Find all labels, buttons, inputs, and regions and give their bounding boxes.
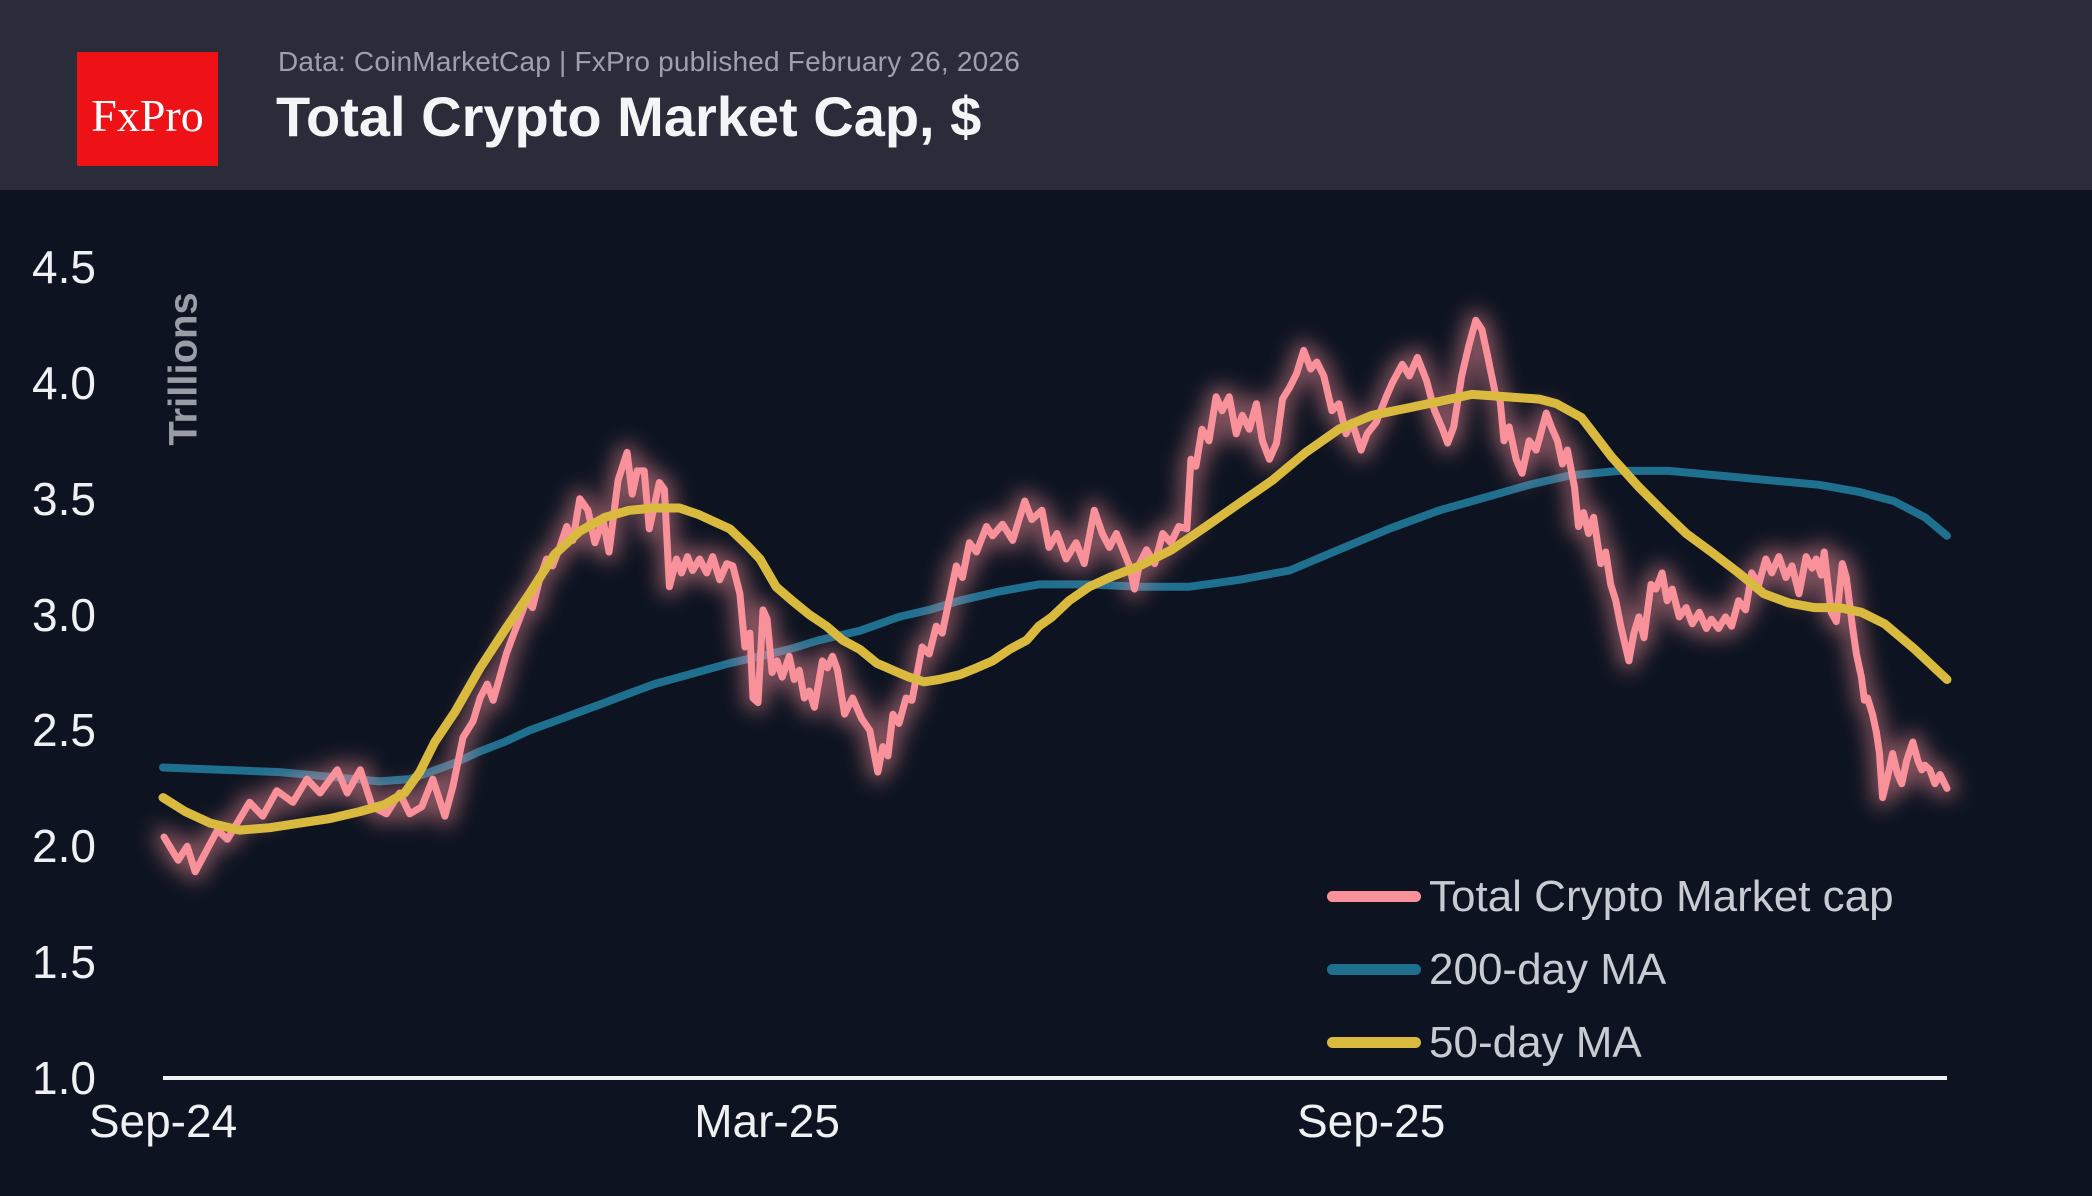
y-tick-label: 4.5 bbox=[32, 241, 96, 293]
legend: Total Crypto Market cap 200-day MA 50-day … bbox=[1327, 860, 1894, 1079]
legend-label: 50-day MA bbox=[1429, 1017, 1642, 1067]
fxpro-logo: FxPro bbox=[77, 52, 218, 166]
legend-swatch-market_cap bbox=[1327, 891, 1421, 902]
y-tick-label: 2.0 bbox=[32, 820, 96, 873]
y-tick-label: 2.5 bbox=[32, 704, 96, 757]
y-axis-title: Trillions bbox=[161, 292, 206, 446]
fxpro-logo-text: FxPro bbox=[91, 89, 204, 141]
legend-swatch-ma200 bbox=[1327, 964, 1421, 975]
chart-source-caption: Data: CoinMarketCap | FxPro published Fe… bbox=[278, 46, 1020, 77]
legend-swatch-ma50 bbox=[1327, 1037, 1421, 1048]
x-tick-label: Mar-25 bbox=[694, 1095, 840, 1147]
x-tick-label: Sep-25 bbox=[1296, 1095, 1446, 1147]
legend-item: Total Crypto Market cap bbox=[1327, 860, 1894, 933]
series-line-ma50 bbox=[158, 389, 1952, 835]
legend-item: 200-day MA bbox=[1327, 933, 1894, 1006]
legend-item: 50-day MA bbox=[1327, 1006, 1894, 1079]
legend-label: Total Crypto Market cap bbox=[1429, 871, 1894, 921]
y-tick-label: 1.5 bbox=[32, 936, 96, 989]
legend-label: 200-day MA bbox=[1429, 944, 1667, 994]
y-tick-label: 3.5 bbox=[32, 472, 96, 525]
y-tick-label: 1.0 bbox=[32, 1052, 96, 1104]
y-tick-label: 4.0 bbox=[32, 356, 96, 409]
y-tick-label: 3.0 bbox=[32, 588, 96, 641]
x-tick-label: Sep-24 bbox=[88, 1095, 238, 1147]
header: FxPro Data: CoinMarketCap | FxPro publis… bbox=[0, 0, 2092, 190]
page-title: Total Crypto Market Cap, $ bbox=[276, 85, 982, 148]
